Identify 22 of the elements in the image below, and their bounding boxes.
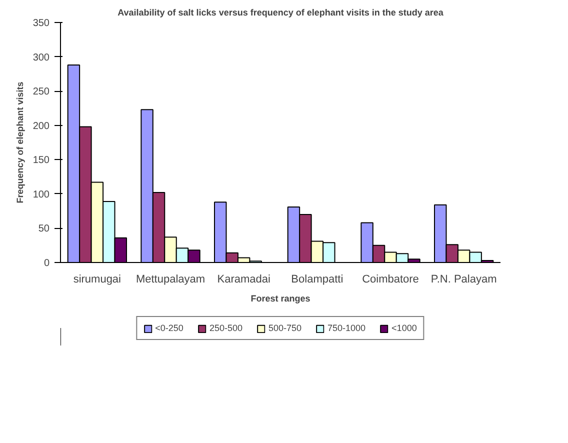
chart-title: Availability of salt licks versus frequency of elephant visits in the study area <box>118 8 444 18</box>
y-axis-title: Frequency of elephant visits <box>14 82 25 204</box>
x-tick-label: Coimbatore <box>362 274 419 286</box>
y-tick-label: 200 <box>32 120 50 132</box>
x-tick-label: P.N. Palayam <box>430 274 497 286</box>
legend-label: <1000 <box>392 323 417 333</box>
x-tick-label: Bolampatti <box>291 274 344 286</box>
y-tick-label: 300 <box>32 52 50 64</box>
y-tick-label: 100 <box>32 189 50 200</box>
x-tick-label: sirumugai <box>73 274 122 286</box>
y-tick-label: 0 <box>44 258 50 269</box>
legend-label: <0-250 <box>155 323 184 333</box>
y-tick-label: 50 <box>38 224 50 235</box>
y-tick-label: 350 <box>32 18 50 29</box>
legend-label: 500-750 <box>268 323 302 333</box>
y-tick-label: 250 <box>32 86 50 98</box>
legend-label: 750-1000 <box>328 323 366 333</box>
x-tick-label: Karamadai <box>217 274 270 286</box>
x-axis-title: Forest ranges <box>250 294 310 304</box>
x-tick-label: Mettupalayam <box>136 274 206 286</box>
legend-label: 250-500 <box>209 323 242 333</box>
y-tick-label: 150 <box>32 155 50 166</box>
